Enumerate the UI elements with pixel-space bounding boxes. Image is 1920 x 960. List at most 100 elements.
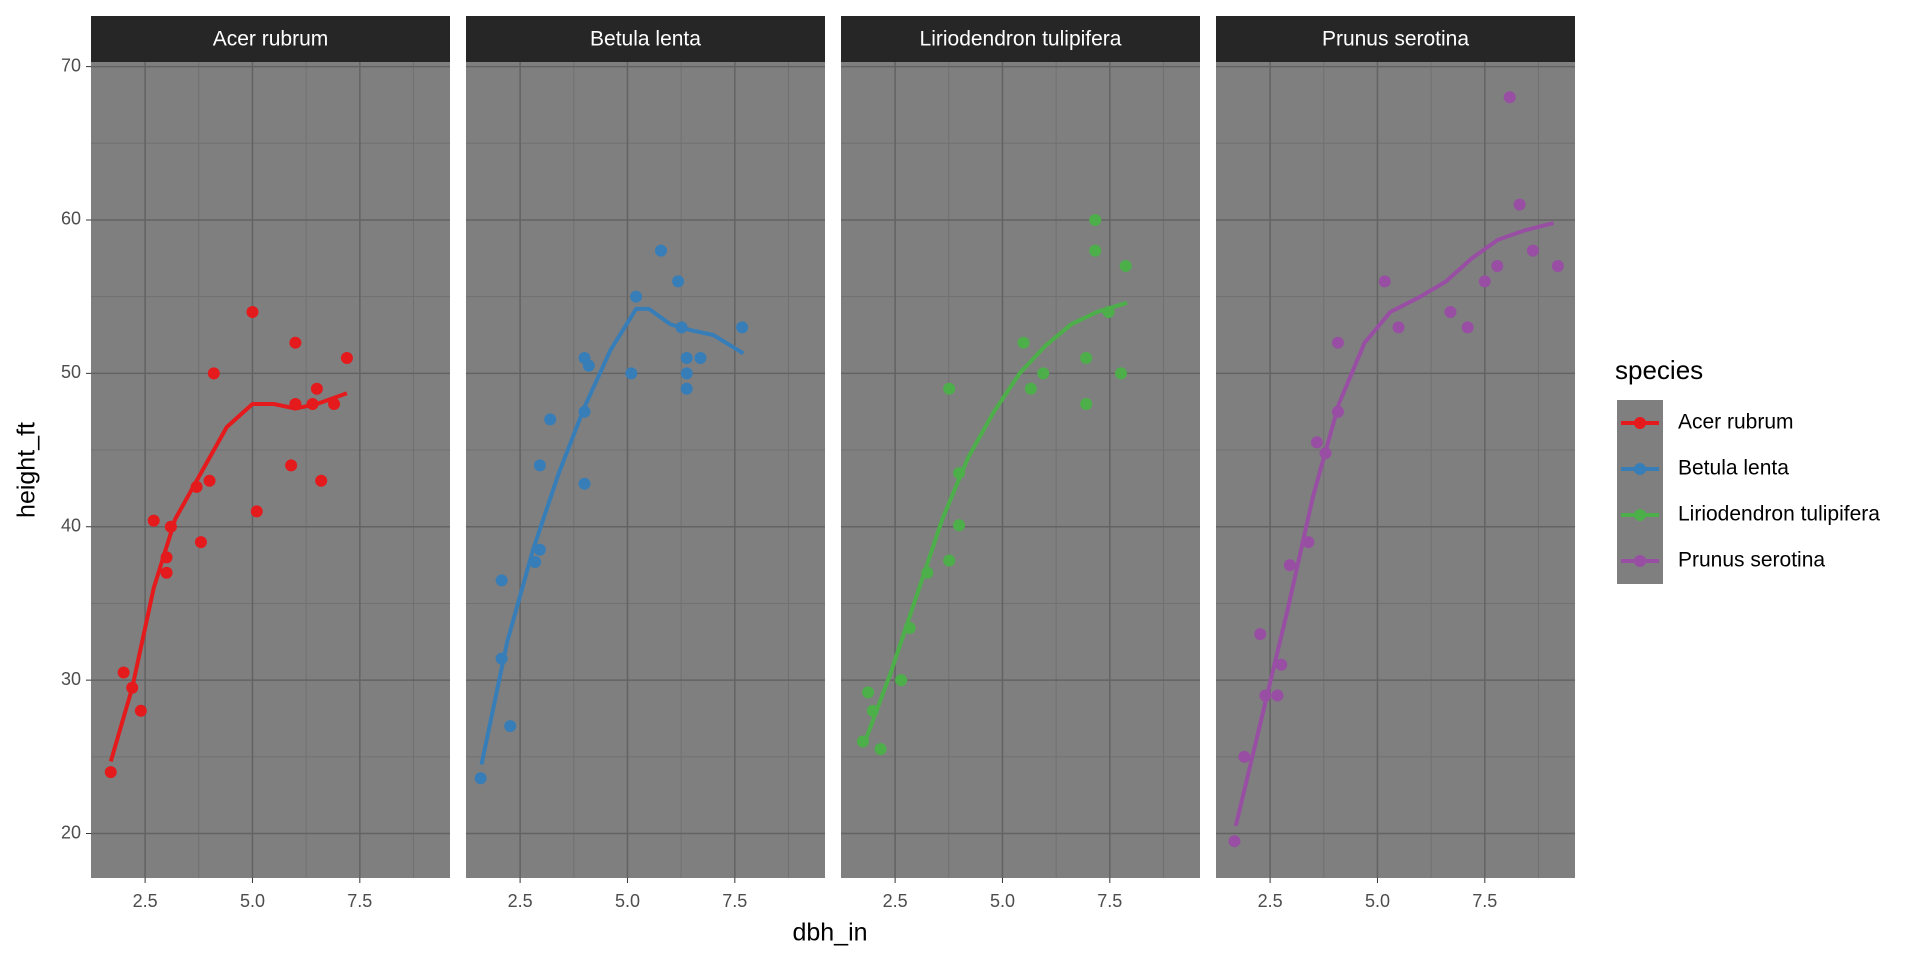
x-tick-label: 2.5 <box>883 891 908 911</box>
strip-text: Prunus serotina <box>1322 28 1469 51</box>
point <box>250 505 263 518</box>
y-tick-label: 70 <box>61 55 81 75</box>
point <box>943 382 956 395</box>
point <box>1254 628 1267 641</box>
x-tick-label: 2.5 <box>508 891 533 911</box>
legend-label: Liriodendron tulipifera <box>1678 503 1880 526</box>
smooth-line <box>863 300 1128 743</box>
point <box>1089 244 1102 257</box>
point <box>1228 835 1241 848</box>
x-tick-label: 5.0 <box>990 891 1015 911</box>
point <box>1461 321 1474 334</box>
point <box>1331 336 1344 349</box>
point <box>680 382 693 395</box>
x-tick-label: 2.5 <box>1258 891 1283 911</box>
point <box>943 554 956 567</box>
point <box>203 474 216 487</box>
point <box>1080 398 1093 411</box>
point <box>310 382 323 395</box>
point <box>1037 367 1050 380</box>
point <box>1478 275 1491 288</box>
point <box>1513 198 1526 211</box>
y-tick-label: 30 <box>61 669 81 689</box>
point <box>1024 382 1037 395</box>
x-tick-label: 5.0 <box>615 891 640 911</box>
point <box>1503 91 1516 104</box>
point <box>474 772 487 785</box>
point <box>1526 244 1539 257</box>
x-axis-title: dbh_in <box>792 919 867 947</box>
point <box>160 566 173 579</box>
y-axis-title: height_ft <box>13 422 41 518</box>
point <box>680 352 693 365</box>
point <box>1444 306 1457 319</box>
x-tick-label: 5.0 <box>240 891 265 911</box>
point <box>680 367 693 380</box>
point <box>874 743 887 756</box>
point <box>582 359 595 372</box>
point <box>1551 260 1564 272</box>
point <box>533 543 546 556</box>
x-tick-label: 7.5 <box>347 891 372 911</box>
panel-background <box>841 62 1200 878</box>
point <box>1271 689 1284 702</box>
point <box>736 321 749 334</box>
point <box>953 519 966 532</box>
x-tick-label: 7.5 <box>1097 891 1122 911</box>
legend-point <box>1634 417 1646 429</box>
legend-point <box>1634 509 1646 521</box>
point <box>544 413 557 426</box>
point <box>194 536 207 549</box>
point <box>504 720 517 733</box>
legend-label: Betula lenta <box>1678 457 1789 480</box>
point <box>117 666 130 679</box>
strip <box>466 16 825 62</box>
strip <box>841 16 1200 62</box>
strip <box>1216 16 1575 62</box>
point <box>246 306 259 319</box>
point <box>1392 321 1405 334</box>
y-tick-label: 50 <box>61 362 81 382</box>
x-tick-label: 7.5 <box>722 891 747 911</box>
legend-label: Acer rubrum <box>1678 411 1794 434</box>
x-tick-label: 7.5 <box>1472 891 1497 911</box>
legend-title: species <box>1615 355 1703 385</box>
strip <box>91 16 450 62</box>
smooth-line <box>479 306 745 765</box>
point <box>625 367 638 380</box>
point <box>1238 750 1251 763</box>
point <box>1491 260 1504 272</box>
legend-point <box>1634 463 1646 475</box>
y-tick-label: 40 <box>61 516 81 536</box>
point <box>694 352 707 365</box>
y-tick-label: 20 <box>61 822 81 842</box>
point <box>104 766 117 779</box>
x-tick-label: 2.5 <box>133 891 158 911</box>
panel-background <box>466 62 825 878</box>
strip-text: Betula lenta <box>590 28 701 51</box>
point <box>285 459 298 472</box>
point <box>895 674 908 687</box>
smooth-line <box>108 391 348 762</box>
legend-point <box>1634 555 1646 567</box>
point <box>1119 260 1132 272</box>
point <box>1275 658 1288 671</box>
point <box>1080 352 1093 365</box>
point <box>862 686 875 699</box>
point <box>134 704 147 717</box>
strip-text: Acer rubrum <box>213 28 329 51</box>
point <box>147 514 160 527</box>
strip-text: Liriodendron tulipifera <box>920 28 1122 51</box>
point <box>1378 275 1391 288</box>
point <box>315 474 328 487</box>
point <box>1310 436 1323 449</box>
smooth-line <box>1233 221 1554 827</box>
panel-background <box>91 62 450 878</box>
point <box>533 459 546 472</box>
point <box>578 477 591 490</box>
point <box>1114 367 1127 380</box>
point <box>340 352 353 365</box>
point <box>654 244 667 257</box>
point <box>1283 559 1296 572</box>
